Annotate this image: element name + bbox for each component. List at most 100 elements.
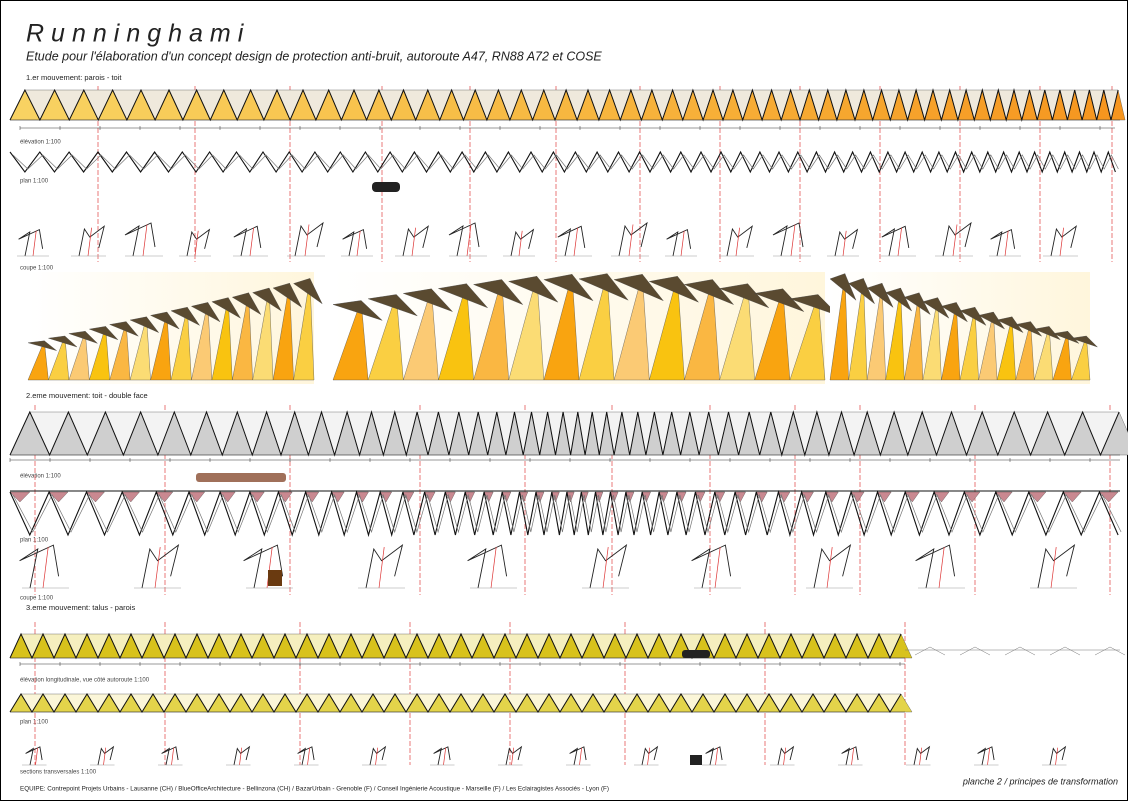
section-shape <box>25 746 43 766</box>
panel <box>252 287 282 312</box>
section-axis <box>647 747 651 766</box>
section-shape <box>813 543 852 589</box>
section-axis <box>715 747 719 766</box>
panel <box>978 311 998 381</box>
section-shape <box>557 225 586 257</box>
panel <box>610 491 619 503</box>
section-axis <box>103 747 107 766</box>
panel <box>683 279 734 305</box>
section-axis <box>1004 230 1009 257</box>
section-shape <box>18 228 44 257</box>
section-shape <box>297 746 315 766</box>
panel <box>473 279 509 381</box>
section-shape <box>990 228 1016 257</box>
section-axis <box>1050 547 1057 589</box>
panel <box>150 311 180 330</box>
panel <box>1034 326 1054 381</box>
panel <box>829 273 857 301</box>
section-axis <box>307 747 311 766</box>
panel <box>1033 326 1061 340</box>
panel <box>293 278 323 304</box>
outline <box>1004 646 1036 656</box>
drawing-label: plan 1:100 <box>20 720 49 726</box>
panel <box>940 302 968 323</box>
section-axis <box>602 547 609 589</box>
panel <box>170 307 200 326</box>
panel <box>535 491 545 503</box>
panel <box>885 287 912 312</box>
section-axis <box>42 547 49 589</box>
section-shape <box>618 221 648 257</box>
section-axis <box>1055 747 1059 766</box>
panel <box>27 340 49 381</box>
panel <box>109 321 131 381</box>
section-shape <box>777 745 795 766</box>
panel <box>543 274 594 301</box>
section-axis <box>466 224 472 257</box>
section-shape <box>569 746 587 766</box>
drawing-label: plan 1:100 <box>20 179 49 185</box>
section-shape <box>294 221 324 257</box>
panel <box>368 294 418 317</box>
panel <box>922 297 950 319</box>
section-axis <box>304 224 310 257</box>
panel <box>27 340 57 351</box>
panel <box>191 302 213 381</box>
section-shape <box>97 745 115 766</box>
outline <box>914 646 946 656</box>
panel <box>885 287 905 381</box>
section-shape <box>342 228 368 257</box>
plan-line <box>9 489 1119 538</box>
car <box>196 473 286 482</box>
section-shape <box>433 746 451 766</box>
car <box>268 570 282 586</box>
panel <box>996 316 1016 381</box>
panel <box>848 278 868 381</box>
panel <box>508 276 545 381</box>
panel <box>190 302 221 323</box>
section-shape <box>1049 745 1067 766</box>
plan-line <box>12 154 1119 170</box>
section-shape <box>365 543 404 589</box>
section-axis <box>142 224 148 257</box>
section-label: 2.eme mouvement: toit - double face <box>26 391 148 400</box>
section-axis <box>87 227 92 257</box>
drawing-label: élévation longitudinale, vue côté autoro… <box>20 678 150 684</box>
section-axis <box>1059 227 1064 257</box>
section-axis <box>628 224 634 257</box>
panel <box>903 292 931 316</box>
section-shape <box>913 745 931 766</box>
outline <box>1094 646 1126 656</box>
drawing-label: sections transversales 1:100 <box>20 770 97 776</box>
section-shape <box>691 544 732 589</box>
panel <box>332 300 383 321</box>
section-axis <box>919 747 923 766</box>
section-axis <box>938 547 945 589</box>
drawing-label: plan 1:100 <box>20 538 49 544</box>
section-shape <box>841 746 859 766</box>
section-shape <box>641 745 659 766</box>
section-axis <box>952 224 958 257</box>
section-shape <box>141 543 180 589</box>
section-axis <box>511 747 515 766</box>
section-shape <box>448 222 480 257</box>
panel <box>754 288 805 312</box>
panel <box>789 294 826 381</box>
section-axis <box>842 230 847 257</box>
panel <box>231 292 262 316</box>
panel <box>1071 335 1091 381</box>
drawing-label: coupe 1:100 <box>20 596 54 602</box>
panel <box>613 274 650 381</box>
panel <box>866 283 886 381</box>
panel <box>293 278 315 381</box>
section-axis <box>714 547 721 589</box>
panel <box>129 316 159 333</box>
section-axis <box>32 230 37 257</box>
panel <box>578 273 629 301</box>
panel <box>718 283 769 308</box>
section-shape <box>977 746 995 766</box>
panel <box>402 288 453 312</box>
